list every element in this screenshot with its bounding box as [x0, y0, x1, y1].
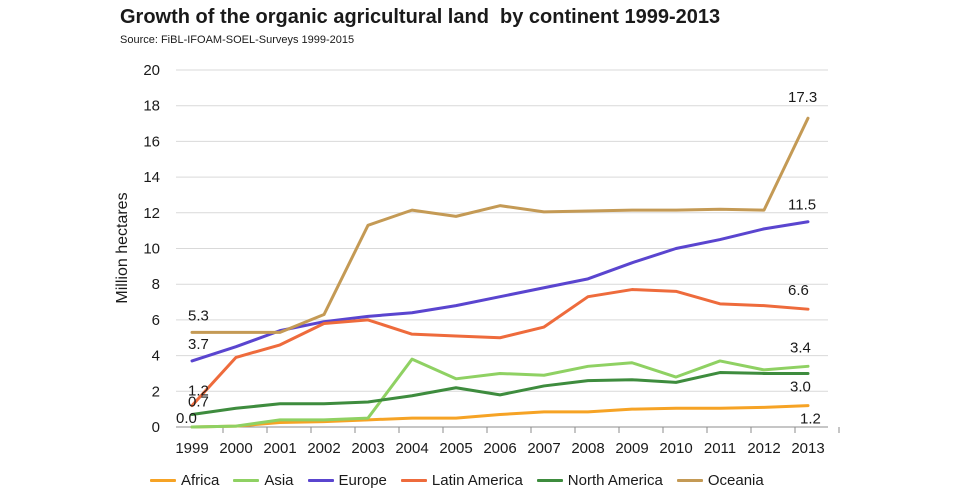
series-line-asia [190, 357, 810, 429]
data-label: 3.0 [790, 378, 811, 395]
series-line-latin-america [190, 288, 810, 408]
legend-item-europe: Europe [307, 472, 387, 489]
legend-item-oceania: Oceania [676, 472, 764, 489]
data-label: 3.7 [188, 336, 209, 353]
data-label: 11.5 [788, 197, 816, 214]
x-tick-label: 2005 [439, 440, 472, 457]
x-tick-label: 2002 [307, 440, 340, 457]
series-line-europe [190, 220, 810, 363]
x-tick-label: 1999 [175, 440, 208, 457]
y-tick-label: 16 [143, 133, 160, 150]
line-chart: 0 2 4 6 8 10 12 14 16 18 20 1999 2000 2001 2002 2003 20… [114, 62, 840, 457]
data-label: 0.0 [176, 410, 197, 427]
data-label: 3.4 [790, 339, 811, 356]
legend-label: Europe [338, 472, 387, 489]
legend-label: Africa [181, 472, 220, 489]
data-label: 5.3 [188, 307, 209, 324]
legend-label: Oceania [707, 472, 764, 489]
data-label: 1.2 [188, 383, 209, 400]
y-tick-label: 10 [143, 241, 160, 258]
series-line-north-america [190, 371, 810, 417]
legend-swatch [150, 479, 176, 482]
x-tick-label: 2006 [483, 440, 516, 457]
y-tick-label: 2 [152, 383, 160, 400]
y-tick-label: 0 [152, 419, 160, 436]
y-axis-ticks: 0 2 4 6 8 10 12 14 16 18 20 [143, 62, 160, 436]
series-line-africa [190, 404, 810, 429]
chart-title: Growth of the organic agricultural land … [120, 6, 721, 28]
data-label: 1.2 [800, 411, 821, 428]
legend-swatch [676, 479, 703, 482]
y-tick-label: 12 [143, 205, 160, 222]
chart-subtitle: Source: FiBL-IFOAM-SOEL-Surveys 1999-201… [120, 34, 355, 46]
y-tick-label: 8 [152, 276, 160, 293]
legend-label: Asia [264, 472, 294, 489]
legend-item-africa: Africa [150, 472, 219, 489]
x-tick-label: 2000 [219, 440, 252, 457]
x-tick-label: 2008 [571, 440, 604, 457]
y-tick-label: 4 [152, 348, 160, 365]
grid-lines [176, 69, 828, 428]
x-tick-label: 2001 [263, 440, 296, 457]
legend-item-asia: Asia [233, 472, 294, 489]
legend-item-latin-america: Latin America [400, 472, 523, 489]
data-label: 0.7 [188, 394, 209, 411]
x-tick-label: 2009 [615, 440, 648, 457]
legend-label: North America [567, 472, 663, 489]
x-tick-label: 2004 [395, 440, 428, 457]
x-tick-label: 2007 [527, 440, 560, 457]
legend-swatch [307, 479, 334, 482]
legend-label: Latin America [431, 472, 523, 489]
y-tick-label: 14 [143, 169, 160, 186]
legend-swatch [536, 479, 563, 482]
x-tick-label: 2011 [704, 440, 736, 457]
data-label: 17.3 [788, 89, 817, 106]
y-tick-label: 20 [143, 62, 160, 79]
series-line-oceania [190, 116, 810, 334]
legend-item-north-america: North America [536, 472, 663, 489]
legend-swatch [233, 479, 260, 482]
x-tick-label: 2003 [351, 440, 384, 457]
y-tick-label: 6 [152, 312, 160, 329]
x-tick-label: 2010 [659, 440, 692, 457]
x-tick-label: 2012 [747, 440, 780, 457]
data-label: 6.6 [788, 282, 809, 299]
y-axis-label: Million hectares [114, 192, 131, 303]
series-lines [190, 116, 810, 429]
legend-swatch [400, 479, 427, 482]
chart-legend: Africa Asia Europe Latin America North Ameri… [150, 472, 764, 489]
data-labels: 0.00.71.23.75.317.311.56.63.43.01.2 [176, 89, 821, 427]
x-axis-ticks: 1999 2000 2001 2002 2003 2004 2005 2006 2007 2008… [175, 427, 840, 457]
y-tick-label: 18 [143, 98, 160, 115]
x-tick-label: 2013 [791, 440, 824, 457]
